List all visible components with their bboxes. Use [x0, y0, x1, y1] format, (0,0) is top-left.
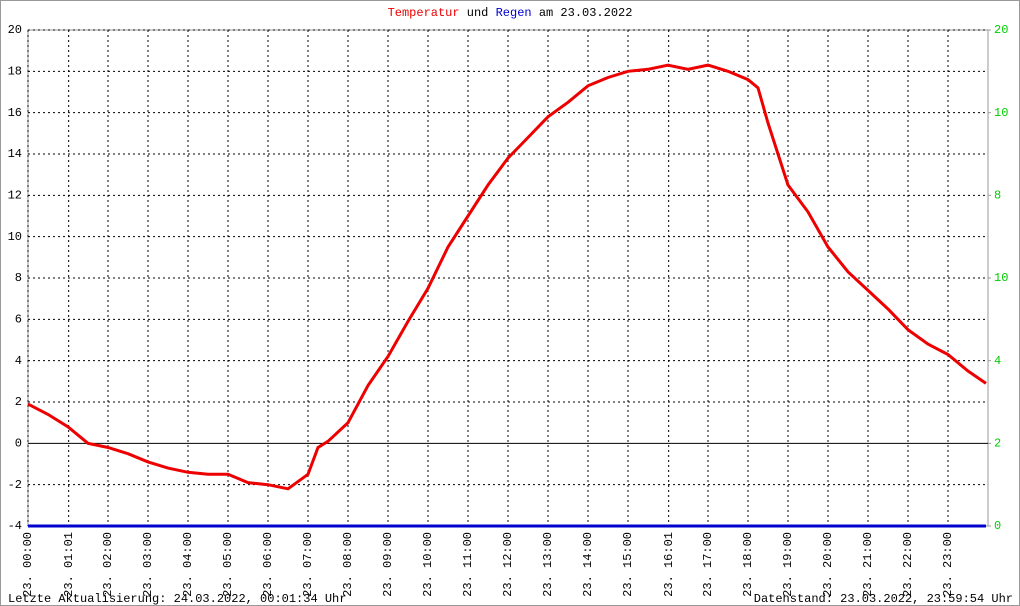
x-tick-label: 23. 19:00	[781, 532, 795, 597]
y-tick-label: 14	[8, 147, 22, 161]
y-tick-label: 4	[15, 354, 22, 368]
y2-tick-label: 4	[994, 354, 1001, 368]
y-tick-label: 20	[8, 23, 22, 37]
y-tick-label: 8	[15, 271, 22, 285]
y2-tick-label: 2	[994, 437, 1001, 451]
x-tick-label: 23. 17:00	[701, 532, 715, 597]
title-rain: Regen	[496, 6, 532, 20]
x-tick-label: 23. 22:00	[901, 532, 915, 597]
x-tick-label: 23. 09:00	[381, 532, 395, 597]
x-tick-label: 23. 12:00	[501, 532, 515, 597]
y-tick-label: -4	[8, 519, 22, 533]
x-tick-label: 23. 05:00	[221, 532, 235, 597]
series-line	[27, 63, 987, 491]
y-tick-label: 12	[8, 189, 22, 203]
y2-tick-label: 0	[994, 519, 1001, 533]
footer-right: Datenstand: 23.03.2022, 23:59:54 Uhr	[754, 592, 1013, 606]
footer-left: Letzte Aktualisierung: 24.03.2022, 00:01…	[8, 592, 346, 606]
x-tick-label: 23. 13:00	[541, 532, 555, 597]
x-tick-label: 23. 04:00	[181, 532, 195, 597]
x-tick-label: 23. 08:00	[341, 532, 355, 597]
chart-title: Temperatur und Regen am 23.03.2022	[388, 6, 633, 20]
y-tick-label: 16	[8, 106, 22, 120]
x-tick-label: 23. 16:01	[662, 532, 676, 597]
x-tick-label: 23. 10:00	[421, 532, 435, 597]
x-tick-label: 23. 01:01	[62, 532, 76, 597]
x-tick-label: 23. 21:00	[861, 532, 875, 597]
x-tick-label: 23. 23:00	[941, 532, 955, 597]
x-tick-label: 23. 20:00	[821, 532, 835, 597]
x-tick-label: 23. 00:00	[21, 532, 35, 597]
y2-tick-label: 10	[994, 106, 1008, 120]
y2-tick-label: 20	[994, 23, 1008, 37]
y2-tick-label: 8	[994, 189, 1001, 203]
x-tick-label: 23. 11:00	[461, 532, 475, 597]
x-tick-label: 23. 06:00	[261, 532, 275, 597]
y-tick-label: -2	[8, 478, 22, 492]
x-tick-label: 23. 18:00	[741, 532, 755, 597]
y2-tick-label: 10	[994, 271, 1008, 285]
y-tick-label: 18	[8, 65, 22, 79]
x-tick-label: 23. 15:00	[621, 532, 635, 597]
x-tick-label: 23. 07:00	[301, 532, 315, 597]
title-date: am 23.03.2022	[539, 6, 633, 20]
x-tick-label: 23. 14:00	[581, 532, 595, 597]
x-tick-label: 23. 02:00	[101, 532, 115, 597]
y-tick-label: 6	[15, 313, 22, 327]
y-tick-label: 10	[8, 230, 22, 244]
x-tick-label: 23. 03:00	[141, 532, 155, 597]
title-temperature: Temperatur	[388, 6, 460, 20]
y-tick-label: 2	[15, 395, 22, 409]
title-connector: und	[467, 6, 489, 20]
y-tick-label: 0	[15, 437, 22, 451]
